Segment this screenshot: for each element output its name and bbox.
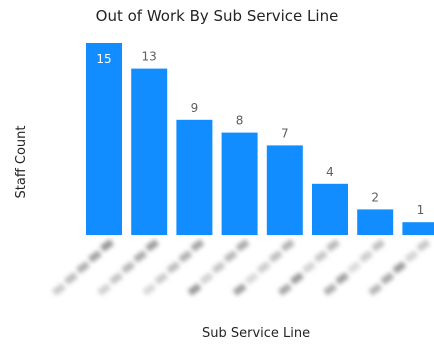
category-tick-label-3: [142, 239, 205, 296]
x-axis-label: Sub Service Line: [202, 326, 311, 341]
category-tick-label-2: [97, 239, 160, 296]
category-tick-label-7: [323, 239, 386, 296]
category-tick-label-1: [52, 239, 114, 296]
chart-title: Out of Work By Sub Service Line: [95, 7, 339, 25]
bar-value-label-8: 1: [417, 203, 425, 217]
category-tick-label-8: [368, 239, 431, 296]
bar-value-label-2: 13: [142, 50, 157, 64]
bar-value-label-1: 15: [96, 52, 111, 66]
bar-2[interactable]: [131, 68, 168, 235]
bar-value-label-5: 7: [281, 126, 289, 140]
bar-6[interactable]: [312, 183, 348, 235]
category-tick-label-5: [232, 239, 295, 296]
bar-7[interactable]: [357, 209, 394, 235]
bar-value-label-7: 2: [371, 190, 379, 204]
bar-5[interactable]: [266, 145, 303, 235]
bar-value-label-6: 4: [326, 165, 334, 179]
bar-1[interactable]: [86, 43, 122, 235]
bar-value-label-3: 9: [191, 101, 199, 115]
bar-value-label-4: 8: [236, 114, 244, 128]
bar-4[interactable]: [221, 132, 258, 235]
category-tick-label-6: [278, 239, 340, 296]
bar-8[interactable]: [402, 222, 434, 235]
category-tick-label-4: [187, 239, 250, 296]
bar-3[interactable]: [176, 119, 213, 235]
